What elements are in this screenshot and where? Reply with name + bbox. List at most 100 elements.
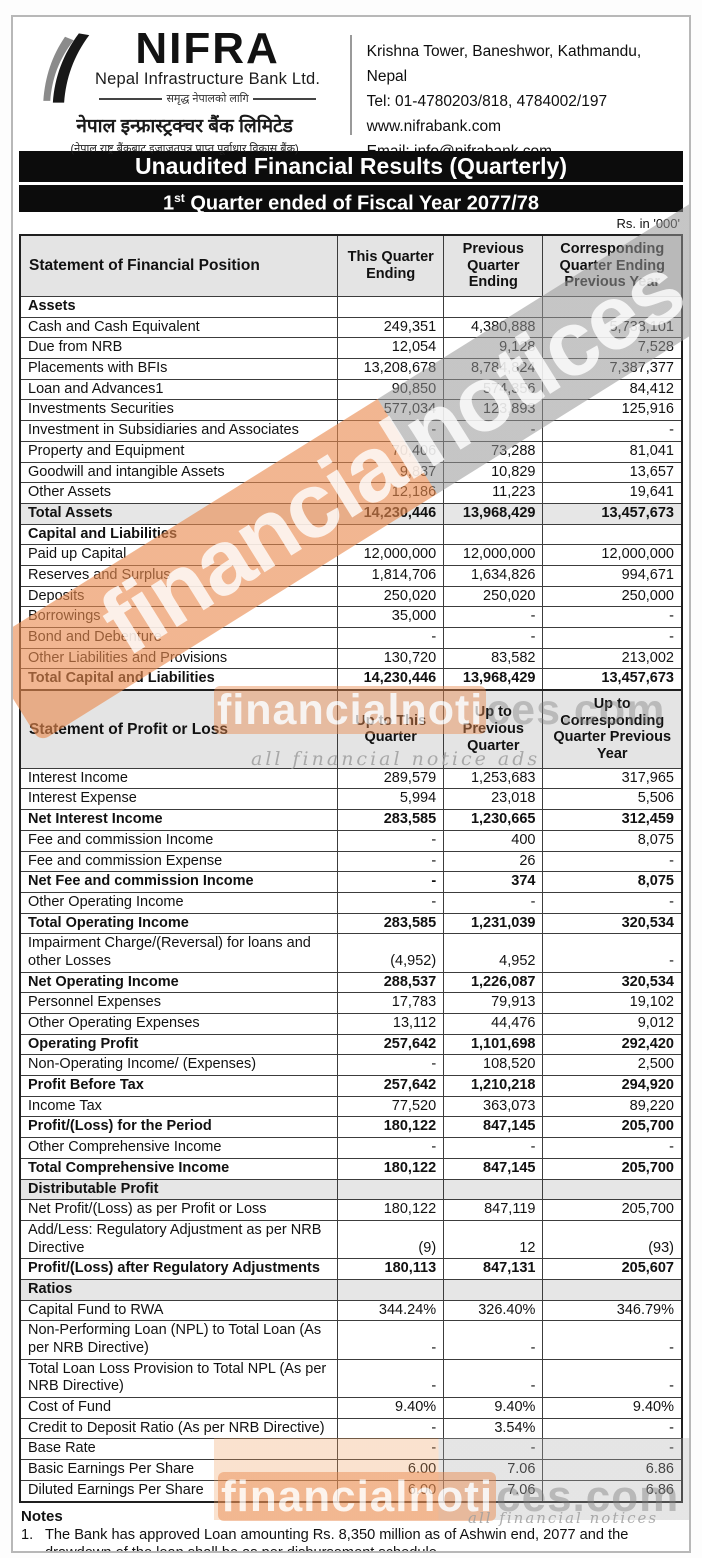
column-header: Corresponding Quarter Ending Previous Ye… [542, 234, 683, 298]
row-label: Bond and Debenture [19, 627, 339, 649]
section-row: Assets [19, 296, 683, 318]
row-label: Cash and Cash Equivalent [19, 316, 339, 339]
row-label: Other Liabilities and Provisions [19, 647, 339, 670]
row-value: 108,520 [443, 1054, 544, 1077]
row-value: 250,020 [443, 585, 544, 608]
row-label: Diluted Earnings Per Share [19, 1479, 339, 1503]
contact-website[interactable]: www.nifrabank.com [366, 118, 502, 136]
row-label: Property and Equipment [19, 440, 339, 463]
letterhead-divider [350, 35, 352, 135]
row-value: - [443, 606, 544, 629]
row-value: 320,534 [542, 912, 683, 935]
row-value: (4,952) [337, 933, 445, 973]
row-value: 577,034 [337, 399, 445, 422]
row-value: - [443, 1320, 544, 1360]
note-item: 1. The Bank has approved Loan amounting R… [21, 1526, 681, 1551]
row-value: - [337, 1417, 445, 1440]
row-value [337, 296, 445, 318]
row-label: Fee and commission Expense [19, 850, 339, 873]
row-value: 4,952 [443, 933, 544, 973]
row-value: 79,913 [443, 992, 544, 1015]
data-row: Net Operating Income 288,537 1,226,087 320,… [19, 971, 683, 994]
row-label: Reserves and Surplus [19, 564, 339, 587]
row-label: Basic Earnings Per Share [19, 1459, 339, 1481]
row-value: - [337, 420, 445, 442]
data-row: Basic Earnings Per Share 6.00 7.06 6.86 [19, 1459, 683, 1481]
data-row: Total Comprehensive Income 180,122 847,145… [19, 1157, 683, 1180]
note-number: 1. [21, 1526, 34, 1543]
row-value: 205,700 [542, 1157, 683, 1180]
row-label: Net Operating Income [19, 971, 339, 994]
row-value: 180,122 [337, 1199, 445, 1221]
row-value: 70,406 [337, 440, 445, 463]
row-label: Capital Fund to RWA [19, 1299, 339, 1322]
row-value: - [542, 1137, 683, 1159]
row-value: 213,002 [542, 647, 683, 670]
row-value: 81,041 [542, 440, 683, 463]
data-row: Paid up Capital 12,000,000 12,000,000 12,00… [19, 544, 683, 566]
row-label: Base Rate [19, 1438, 339, 1461]
subtitle-ordinal: st [174, 191, 185, 205]
row-value: 5,994 [337, 788, 445, 811]
row-value: 250,000 [542, 585, 683, 608]
row-value: 123,893 [443, 399, 544, 422]
row-value: 847,131 [443, 1258, 544, 1280]
row-value: 130,720 [337, 647, 445, 670]
row-value: 288,537 [337, 971, 445, 994]
section-row: Capital and Liabilities [19, 523, 683, 546]
data-row: Profit Before Tax 257,642 1,210,218 294,920 [19, 1075, 683, 1097]
row-value: - [337, 850, 445, 873]
row-value: 180,113 [337, 1258, 445, 1280]
row-value: 6.86 [542, 1459, 683, 1481]
data-row: Impairment Charge/(Reversal) for loans a… [19, 933, 683, 973]
data-row: Other Comprehensive Income - - - [19, 1137, 683, 1159]
data-row: Diluted Earnings Per Share 6.00 7.06 6.86 [19, 1479, 683, 1503]
data-row: Net Profit/(Loss) as per Profit or Loss 1… [19, 1199, 683, 1221]
row-value [337, 1178, 445, 1201]
data-row: Borrowings 35,000- - [19, 606, 683, 629]
row-value: 8,075 [542, 829, 683, 852]
row-value: 400 [443, 829, 544, 852]
row-value: 205,700 [542, 1116, 683, 1139]
row-value [542, 296, 683, 318]
row-value: 847,145 [443, 1157, 544, 1180]
row-value: 180,122 [337, 1157, 445, 1180]
row-label: Other Comprehensive Income [19, 1137, 339, 1159]
data-row: Cash and Cash Equivalent 249,351 4,380,888… [19, 316, 683, 339]
row-value: 4,380,888 [443, 316, 544, 339]
row-label: Income Tax [19, 1095, 339, 1118]
column-header: Statement of Financial Position [19, 234, 339, 298]
row-label: Total Comprehensive Income [19, 1157, 339, 1180]
row-value: 344.24% [337, 1299, 445, 1322]
row-label: Other Assets [19, 482, 339, 504]
row-value: 77,520 [337, 1095, 445, 1118]
row-value: 90,850 [337, 378, 445, 401]
row-value: 289,579 [337, 767, 445, 790]
row-label: Assets [19, 296, 339, 318]
row-value: 12,054 [337, 337, 445, 360]
contact-block: Krishna Tower, Baneshwor, Kathmandu, Nep… [352, 29, 681, 165]
section-row: Ratios [19, 1278, 683, 1301]
row-label: Investments Securities [19, 399, 339, 422]
row-value: 73,288 [443, 440, 544, 463]
subtitle-bar: 1st Quarter ended of Fiscal Year 2077/78 [19, 185, 683, 215]
data-row: Total Operating Income 283,585 1,231,039 32… [19, 912, 683, 935]
row-value: 13,657 [542, 461, 683, 484]
row-value: 23,018 [443, 788, 544, 811]
row-value: - [337, 1054, 445, 1077]
contact-tel: Tel: 01-4780203/818, 4784002/197 [366, 93, 608, 111]
row-value: 363,073 [443, 1095, 544, 1118]
data-row: Other Operating Income - - - [19, 891, 683, 914]
row-value: 12,000,000 [443, 544, 544, 566]
row-value: 13,968,429 [443, 502, 544, 525]
row-value: - [337, 1438, 445, 1461]
row-value: 326.40% [443, 1299, 544, 1322]
row-label: Profit/(Loss) after Regulatory Adjustmen… [19, 1258, 339, 1280]
row-value: 8,075 [542, 871, 683, 893]
row-value: 250,020 [337, 585, 445, 608]
row-value: 9.40% [337, 1397, 445, 1419]
row-label: Investment in Subsidiaries and Associate… [19, 420, 339, 442]
data-row: Personnel Expenses 17,783 79,913 19,102 [19, 992, 683, 1015]
row-label: Capital and Liabilities [19, 523, 339, 546]
row-label: Net Fee and commission Income [19, 871, 339, 893]
